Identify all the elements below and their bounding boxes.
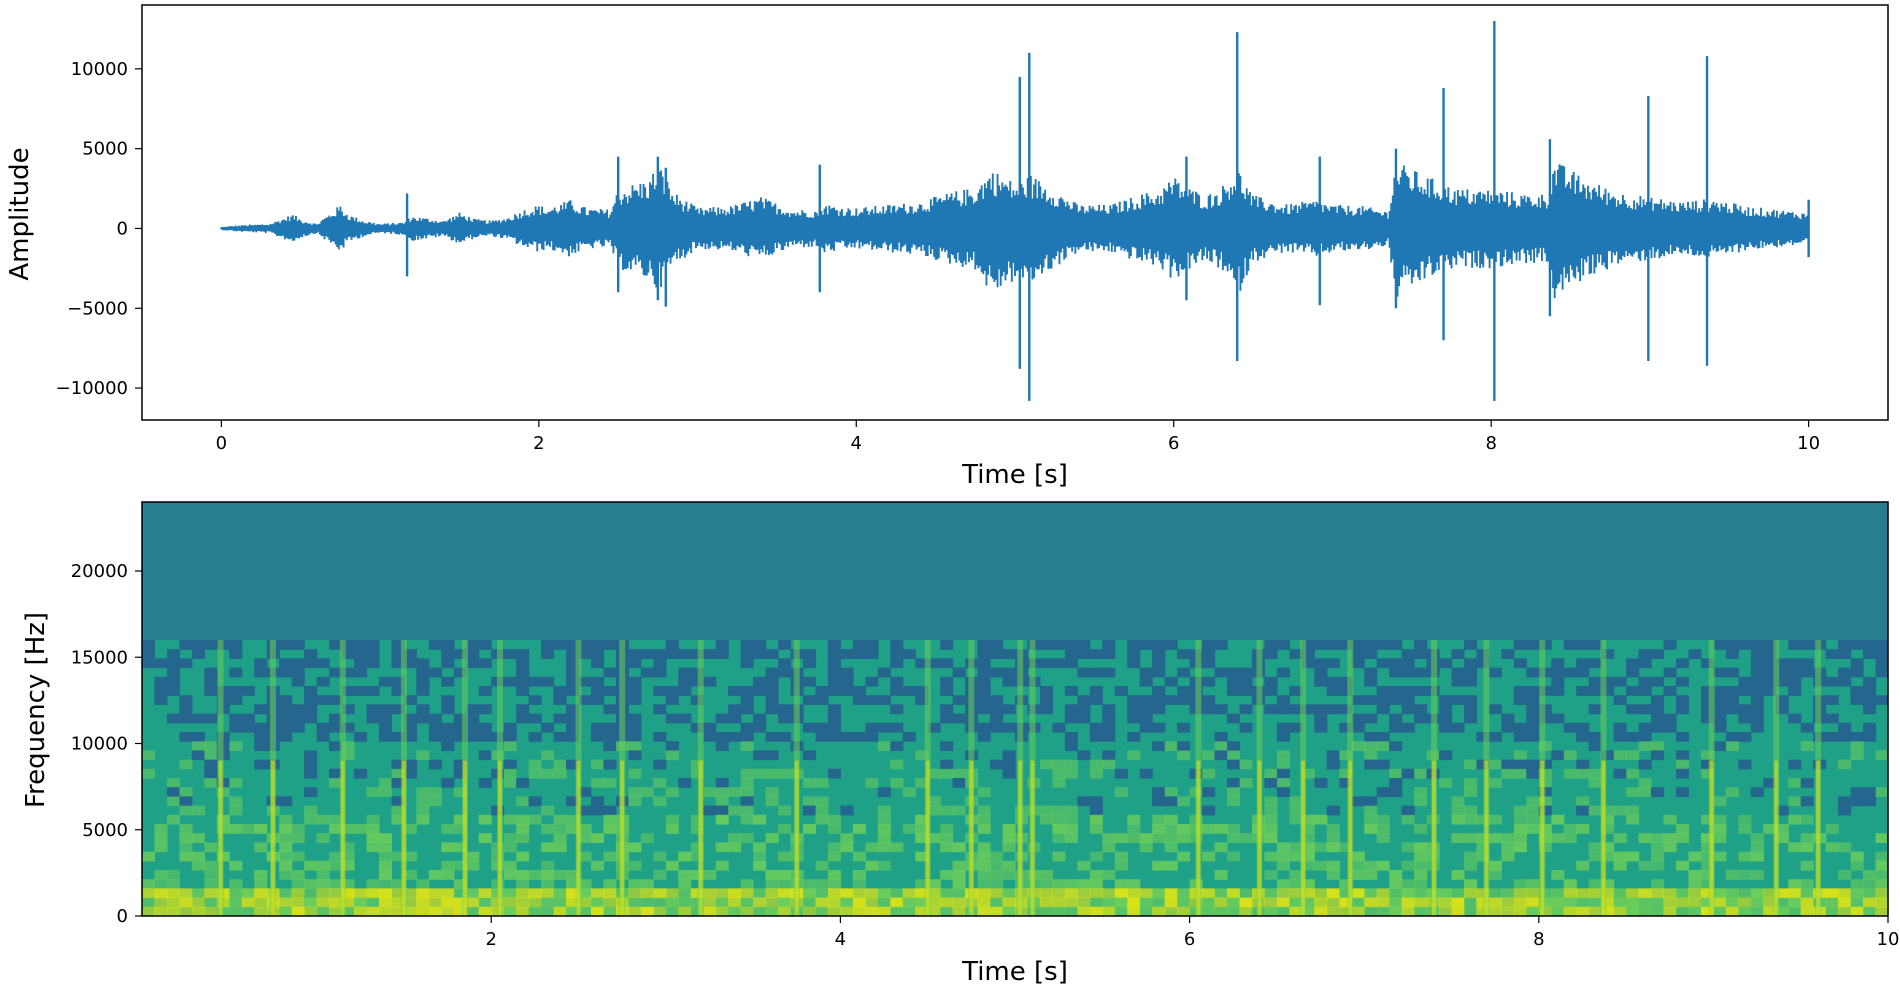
spectrogram-texture [142, 640, 1888, 916]
spectrogram-axes-frame [141, 501, 1889, 917]
waveform-x-tick-label: 10 [1797, 433, 1820, 454]
spectrogram-transient-core [463, 760, 468, 916]
waveform-y-tick-label: 5000 [82, 139, 128, 160]
spectrogram-transient-core [1774, 760, 1779, 916]
spectrogram-y-tick-label: 5000 [82, 820, 128, 841]
spectrogram-plot-area [142, 502, 1888, 916]
spectrogram-transient-core [1257, 760, 1262, 916]
spectrogram-transient-core [1709, 760, 1714, 916]
spectrogram-transient-core [1816, 760, 1821, 916]
waveform-y-ticks: −10000 −5000 0 5000 10000 [56, 59, 142, 399]
waveform-plot-area [220, 20, 1810, 401]
spectrogram-x-tick-label: 6 [1184, 929, 1195, 950]
waveform-x-tick-label: 8 [1485, 433, 1496, 454]
spectrogram-transient-core [270, 760, 275, 916]
spectrogram-transient-core [1301, 760, 1306, 916]
spectrogram-y-tick-label: 15000 [71, 647, 128, 668]
waveform-x-tick-label: 4 [851, 433, 862, 454]
spectrogram-x-tick-label: 2 [485, 929, 496, 950]
waveform-chart: 0 2 4 6 8 10 −10000 −5000 0 5000 10000 Time [s] A… [5, 4, 1889, 490]
spectrogram-transient-core [969, 760, 974, 916]
spectrogram-transient-core [1018, 760, 1023, 916]
spectrogram-transient-core [340, 760, 345, 916]
spectrogram-x-axis-label: Time [s] [961, 957, 1068, 987]
spectrogram-transient-core [1196, 760, 1201, 916]
spectrogram-transient-core [1432, 760, 1437, 916]
waveform-x-ticks: 0 2 4 6 8 10 [216, 420, 1820, 454]
waveform-y-tick-label: 0 [117, 218, 128, 239]
waveform-y-tick-label: 10000 [71, 59, 128, 80]
spectrogram-transient-core [1601, 760, 1606, 916]
spectrogram-transient-core [925, 760, 930, 916]
waveform-axes-frame [141, 4, 1889, 421]
spectrogram-x-tick-label: 10 [1877, 929, 1900, 950]
spectrogram-transient-core [576, 760, 581, 916]
waveform-y-axis-label: Amplitude [5, 147, 35, 280]
spectrogram-transient-core [698, 760, 703, 916]
waveform-x-axis-label: Time [s] [961, 460, 1068, 490]
spectrogram-transient-core [401, 760, 406, 916]
spectrogram-chart: 2 4 6 8 10 0 5000 10000 15000 20000 Time [s] Fre… [21, 501, 1899, 987]
spectrogram-y-axis-label: Frequency [Hz] [21, 612, 51, 808]
waveform-y-tick-label: −10000 [56, 378, 128, 399]
spectrogram-transient-core [1540, 760, 1545, 916]
spectrogram-y-tick-label: 10000 [71, 734, 128, 755]
spectrogram-x-tick-label: 4 [835, 929, 846, 950]
spectrogram-transient-core [794, 760, 799, 916]
spectrogram-transient-core [1484, 760, 1489, 916]
spectrogram-transient-core [1348, 760, 1353, 916]
spectrogram-transient-core [1030, 760, 1035, 916]
spectrogram-x-ticks: 2 4 6 8 10 [485, 916, 1899, 950]
spectrogram-transient-core [620, 760, 625, 916]
waveform-x-tick-label: 6 [1168, 433, 1179, 454]
waveform-series [220, 164, 1810, 299]
spectrogram-transient-core [497, 760, 502, 916]
spectrogram-y-tick-label: 0 [117, 906, 128, 927]
waveform-x-tick-label: 0 [216, 433, 227, 454]
spectrogram-transient-core [218, 760, 223, 916]
waveform-x-tick-label: 2 [533, 433, 544, 454]
spectrogram-x-tick-label: 8 [1533, 929, 1544, 950]
spectrogram-y-ticks: 0 5000 10000 15000 20000 [71, 561, 142, 927]
waveform-y-tick-label: −5000 [67, 298, 128, 319]
spectrogram-y-tick-label: 20000 [71, 561, 128, 582]
